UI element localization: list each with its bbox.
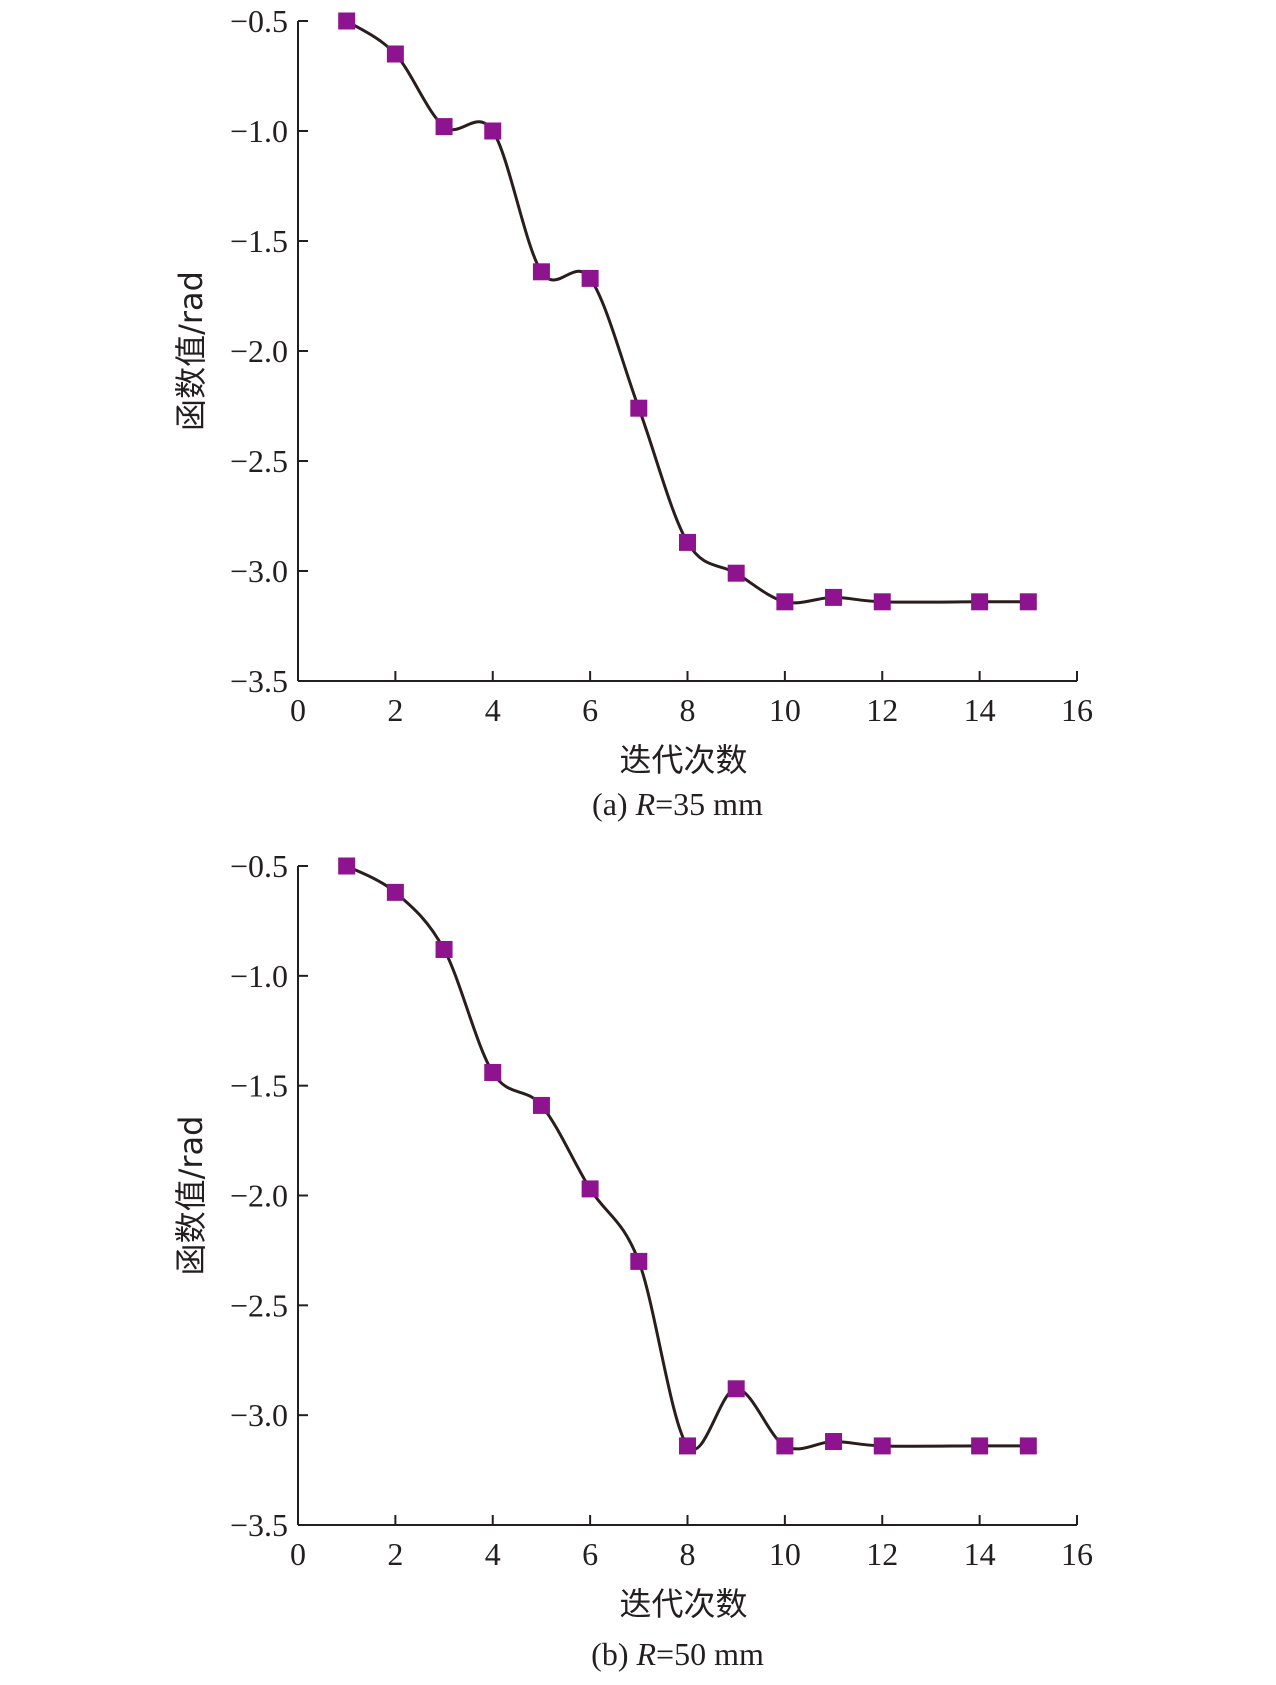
y-tick-label: −1.0 — [230, 113, 288, 149]
x-tick-label: 4 — [485, 1536, 501, 1572]
x-tick-label: 10 — [769, 692, 801, 728]
caption-suffix: =35 mm — [655, 786, 763, 822]
data-point-marker — [484, 122, 502, 140]
data-point-marker — [776, 1437, 794, 1455]
x-tick-label: 8 — [680, 1536, 696, 1572]
x-tick-label: 2 — [387, 1536, 403, 1572]
y-tick-label: −1.5 — [230, 223, 288, 259]
x-tick-label: 2 — [387, 692, 403, 728]
x-tick-label: 14 — [964, 692, 996, 728]
data-point-marker — [630, 1252, 648, 1270]
data-point-marker — [679, 533, 696, 551]
x-tick-label: 12 — [866, 1536, 898, 1572]
data-point-marker — [532, 1096, 550, 1114]
x-tick-label: 6 — [582, 1536, 598, 1572]
y-tick-label: −2.5 — [230, 443, 288, 479]
y-tick-label: −1.5 — [230, 1068, 288, 1104]
data-point-marker — [435, 940, 453, 958]
y-axis-title: 函数值/rad — [172, 1116, 210, 1276]
data-point-marker — [338, 857, 356, 875]
x-tick-label: 8 — [680, 692, 696, 728]
y-tick-label: −0.5 — [230, 3, 288, 39]
x-axis-title: 迭代次数 — [619, 1585, 747, 1623]
data-point-marker — [386, 883, 404, 901]
y-tick-label: −3.0 — [230, 1397, 288, 1433]
series-line — [345, 19, 1029, 605]
chart-caption: (b) R=50 mm — [591, 1636, 764, 1672]
series-line — [345, 864, 1029, 1451]
y-tick-label: −1.0 — [230, 958, 288, 994]
x-tick-label: 16 — [1061, 1536, 1093, 1572]
data-point-marker — [727, 564, 745, 582]
x-axis-title: 迭代次数 — [619, 741, 747, 779]
data-point-marker — [727, 1380, 745, 1398]
y-tick-label: −2.0 — [230, 333, 288, 369]
data-point-marker — [338, 12, 356, 30]
chart-caption: (a) R=35 mm — [592, 786, 763, 822]
chart-a: 0 2 4 6 8 10 12 14 16 −0.5 −1.0 −1.5 −2.0 −2.5 −3.0 −3.… — [172, 3, 1093, 822]
y-tick-label: −2.0 — [230, 1178, 288, 1214]
data-point-marker — [1019, 1437, 1037, 1455]
data-point-marker — [484, 1063, 502, 1081]
y-axis-title: 函数值/rad — [172, 271, 210, 431]
y-tick-label: −3.5 — [230, 1507, 288, 1543]
caption-variable: R — [635, 786, 656, 822]
x-tick-label: 14 — [964, 1536, 996, 1572]
caption-prefix: (a) — [592, 786, 636, 822]
y-tick-label: −2.5 — [230, 1287, 288, 1323]
y-tick-label: −3.0 — [230, 553, 288, 589]
data-point-marker — [630, 399, 648, 417]
data-point-marker — [776, 593, 794, 611]
data-point-marker — [386, 45, 404, 63]
chart-b: 0 2 4 6 8 10 12 14 16 −0.5 −1.0 −1.5 −2.0 −2.5 −3.0 −3.… — [172, 848, 1093, 1672]
caption-prefix: (b) — [591, 1636, 636, 1672]
data-point-marker — [873, 1437, 891, 1455]
data-point-marker — [581, 1180, 599, 1198]
y-tick-label: −0.5 — [230, 848, 288, 884]
data-point-marker — [435, 118, 453, 136]
x-tick-label: 16 — [1061, 692, 1093, 728]
caption-suffix: =50 mm — [656, 1636, 764, 1672]
data-point-marker — [971, 593, 989, 611]
x-tick-label: 0 — [290, 1536, 306, 1572]
data-point-marker — [971, 1437, 989, 1455]
data-point-marker — [873, 593, 891, 611]
x-tick-label: 6 — [582, 692, 598, 728]
x-tick-label: 10 — [769, 1536, 801, 1572]
x-tick-label: 4 — [485, 692, 501, 728]
x-tick-label: 0 — [290, 692, 306, 728]
data-point-marker — [679, 1437, 696, 1455]
data-point-marker — [825, 1433, 843, 1451]
data-point-marker — [581, 269, 599, 287]
x-tick-label: 12 — [866, 692, 898, 728]
data-point-marker — [825, 588, 843, 606]
data-point-marker — [532, 263, 550, 281]
y-tick-label: −3.5 — [230, 663, 288, 699]
caption-variable: R — [635, 1636, 656, 1672]
data-point-marker — [1019, 593, 1037, 611]
